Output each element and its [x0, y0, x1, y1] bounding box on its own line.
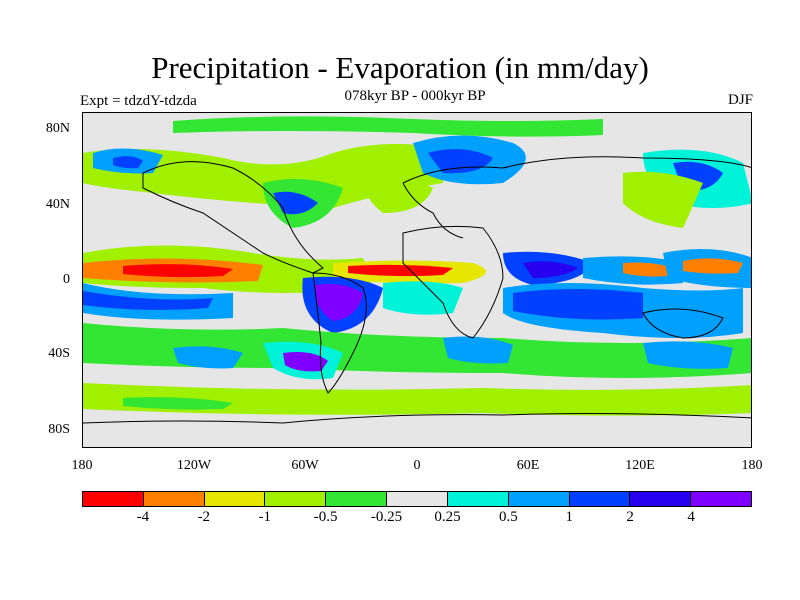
lon-label-60e: 60E [516, 458, 540, 473]
experiment-label: Expt = tdzdY-tdzda [80, 93, 197, 109]
colorbar-label: 1 [565, 509, 574, 525]
colorbar-swatch [387, 492, 448, 506]
lon-label-120e: 120E [625, 458, 655, 473]
colorbar-swatch [204, 492, 266, 506]
colorbar [82, 491, 752, 507]
lon-label-180w: 180 [71, 458, 93, 473]
map-field [83, 113, 751, 447]
plot-subtitle: 078kyr BP - 000kyr BP [344, 88, 486, 104]
colorbar-swatch [83, 492, 144, 506]
colorbar-swatch [265, 492, 327, 506]
colorbar-swatch [326, 492, 388, 506]
colorbar-swatch [630, 492, 692, 506]
colorbar-label: -1 [258, 509, 271, 525]
colorbar-label: 0.25 [434, 509, 461, 525]
colorbar-label: -4 [136, 509, 150, 525]
lon-label-180e: 180 [741, 458, 763, 473]
colorbar-label: -0.5 [313, 509, 338, 525]
lat-label-0: 0 [63, 272, 70, 287]
colorbar-swatch [508, 492, 570, 506]
colorbar-label: 2 [626, 509, 634, 525]
lon-label-120w: 120W [176, 458, 212, 473]
lat-label-40s: 40S [48, 346, 70, 361]
colorbar-label: -2 [197, 509, 211, 525]
colorbar-swatch [447, 492, 509, 506]
lat-label-40n: 40N [45, 197, 70, 212]
colorbar-swatch [691, 492, 751, 506]
lon-label-60w: 60W [291, 458, 319, 473]
colorbar-label: 0.5 [498, 509, 518, 525]
colorbar-swatch [143, 492, 205, 506]
lon-label-0: 0 [413, 458, 421, 473]
plot-title: Precipitation - Evaporation (in mm/day) [151, 50, 649, 85]
colorbar-swatch [569, 492, 631, 506]
lat-label-80s: 80S [48, 422, 70, 437]
season-label: DJF [727, 92, 753, 108]
colorbar-label: -0.25 [370, 509, 403, 525]
map-panel [82, 112, 752, 448]
lat-label-80n: 80N [45, 121, 70, 136]
colorbar-label: 4 [687, 509, 695, 525]
